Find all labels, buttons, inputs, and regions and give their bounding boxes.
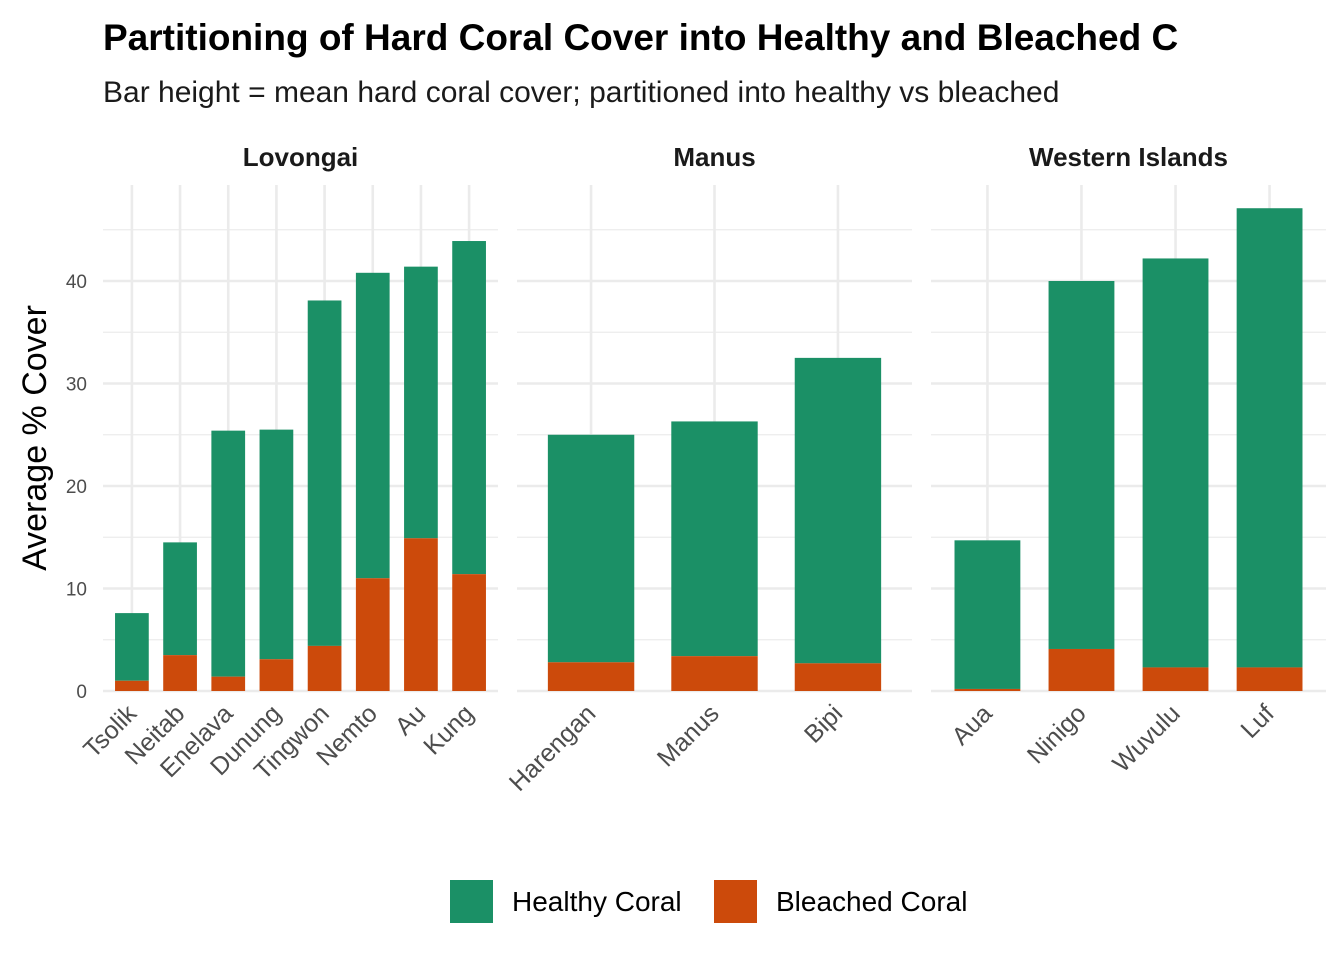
- y-tick-label: 20: [66, 477, 87, 498]
- bar-bleached-tsolik: [115, 680, 149, 691]
- bar-bleached-tingwon: [307, 645, 342, 691]
- y-tick-label: 40: [66, 272, 87, 293]
- bar-bleached-wuvulu: [1142, 667, 1209, 691]
- legend-swatch-healthy: [450, 880, 493, 923]
- x-tick-label: Bipi: [799, 699, 848, 748]
- panel-manus: Manus Harengan Manus Bipi: [504, 142, 912, 797]
- panel-western-islands: Western Islands Aua Ninigo Wuvulu Luf: [931, 142, 1326, 778]
- bar-healthy-kung: [452, 241, 486, 575]
- x-tick-label: Wuvulu: [1107, 699, 1185, 777]
- bar-healthy-nemto: [355, 272, 390, 579]
- panel-title: Lovongai: [243, 142, 359, 172]
- bar-healthy-enelava: [211, 430, 246, 677]
- y-axis-label: Average % Cover: [16, 305, 54, 571]
- legend: Healthy Coral Bleached Coral: [450, 880, 967, 923]
- bar-healthy-tingwon: [307, 300, 342, 646]
- bar-bleached-harengan: [547, 662, 635, 691]
- x-tick-label: Manus: [652, 699, 725, 772]
- bar-healthy-aua: [954, 540, 1021, 689]
- bar-healthy-ninigo: [1048, 281, 1115, 649]
- chart-title: Partitioning of Hard Coral Cover into He…: [103, 17, 1178, 58]
- bar-healthy-dunung: [259, 429, 294, 660]
- bar-bleached-nemto: [355, 578, 390, 691]
- bar-healthy-neitab: [163, 542, 197, 656]
- x-tick-label: Luf: [1235, 699, 1279, 743]
- x-tick-label: Harengan: [504, 699, 601, 796]
- x-tick-label: Ninigo: [1022, 699, 1092, 769]
- plot-area: 0 10 20 30 40LovongaiTsolikNeitabEnelavaDunu…: [66, 142, 1326, 797]
- legend-label-bleached: Bleached Coral: [776, 886, 967, 917]
- bar-bleached-aua: [954, 688, 1021, 691]
- bar-healthy-luf: [1236, 208, 1303, 668]
- y-tick-label: 30: [66, 375, 87, 396]
- bar-bleached-dunung: [259, 659, 294, 691]
- x-tick-label: Kung: [418, 699, 479, 760]
- bar-bleached-ninigo: [1048, 648, 1115, 691]
- bar-bleached-manus: [671, 656, 758, 691]
- legend-label-healthy: Healthy Coral: [512, 886, 682, 917]
- bar-bleached-enelava: [211, 676, 246, 691]
- y-tick-label: 10: [66, 580, 87, 601]
- bar-healthy-bipi: [794, 357, 882, 664]
- bar-bleached-neitab: [163, 655, 197, 691]
- panel-title: Western Islands: [1029, 142, 1228, 172]
- legend-swatch-bleached: [714, 880, 757, 923]
- bar-healthy-manus: [671, 421, 758, 657]
- x-tick-label: Aua: [946, 699, 997, 750]
- chart-subtitle: Bar height = mean hard coral cover; part…: [103, 76, 1059, 109]
- bar-bleached-au: [404, 538, 438, 691]
- bar-healthy-harengan: [547, 434, 635, 663]
- bar-healthy-tsolik: [115, 613, 149, 681]
- bar-bleached-luf: [1236, 667, 1303, 691]
- bar-healthy-au: [404, 266, 438, 539]
- panel-lovongai: LovongaiTsolikNeitabEnelavaDunungTingwon…: [78, 142, 498, 785]
- bar-bleached-bipi: [794, 663, 882, 691]
- bar-bleached-kung: [452, 574, 486, 691]
- panel-title: Manus: [673, 142, 755, 172]
- bar-healthy-wuvulu: [1142, 258, 1209, 668]
- y-tick-label: 0: [76, 682, 87, 703]
